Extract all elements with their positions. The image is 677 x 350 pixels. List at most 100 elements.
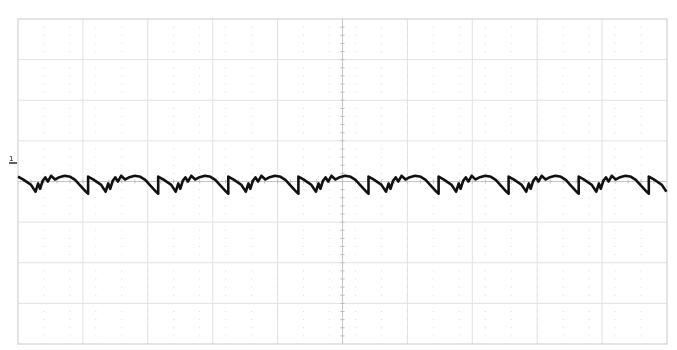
grid-dot xyxy=(510,294,512,296)
grid-dot xyxy=(173,91,175,93)
grid-dot xyxy=(43,42,45,44)
grid-dot xyxy=(95,278,97,280)
grid-dot xyxy=(95,116,97,117)
grid-dot xyxy=(432,156,434,158)
grid-dot xyxy=(147,327,149,329)
grid-dot xyxy=(588,83,590,85)
grid-dot xyxy=(484,34,486,36)
grid-dot xyxy=(121,42,123,44)
grid-dot xyxy=(484,319,486,321)
grid-dot xyxy=(251,229,253,231)
grid-dot xyxy=(355,205,356,207)
grid-dot xyxy=(562,229,564,231)
grid-dot xyxy=(510,246,512,247)
grid-dot xyxy=(277,172,279,174)
grid-dot xyxy=(121,124,123,126)
grid-dot xyxy=(640,197,642,199)
grid-dot xyxy=(510,148,512,150)
grid-dot xyxy=(406,148,408,150)
grid-dot xyxy=(588,278,590,280)
grid-dot xyxy=(121,197,123,199)
grid-dot xyxy=(199,83,201,85)
grid-dot xyxy=(43,83,45,85)
grid-dot xyxy=(588,311,590,312)
grid-dot xyxy=(147,91,149,93)
grid-dot xyxy=(329,270,330,272)
grid-dot xyxy=(329,83,330,85)
grid-dot xyxy=(225,42,227,44)
grid-dot xyxy=(614,164,616,166)
grid-dot xyxy=(484,26,486,28)
grid-dot xyxy=(588,124,590,126)
grid-dot xyxy=(510,319,512,321)
grid-dot xyxy=(303,270,305,272)
grid-dot xyxy=(536,246,538,247)
grid-dot xyxy=(43,156,45,158)
grid-dot xyxy=(562,83,564,85)
grid-dot xyxy=(121,286,123,288)
grid-dot xyxy=(277,148,279,150)
grid-dot xyxy=(380,132,382,134)
grid-dot xyxy=(147,132,149,134)
grid-dot xyxy=(562,34,564,36)
grid-dot xyxy=(510,197,512,199)
grid-dot xyxy=(355,189,356,191)
grid-dot xyxy=(406,213,408,215)
grid-dot xyxy=(458,205,460,207)
grid-dot xyxy=(303,67,305,69)
grid-dot xyxy=(277,42,279,44)
grid-dot xyxy=(69,205,71,207)
grid-dot xyxy=(355,278,356,280)
grid-dot xyxy=(147,278,149,280)
grid-dot xyxy=(406,107,408,109)
grid-dot xyxy=(406,311,408,312)
grid-dot xyxy=(406,164,408,166)
grid-dot xyxy=(43,270,45,272)
grid-dot xyxy=(614,246,616,247)
grid-dot xyxy=(614,278,616,280)
grid-dot xyxy=(69,197,71,199)
grid-dot xyxy=(432,172,434,174)
grid-dot xyxy=(303,254,305,256)
grid-dot xyxy=(640,51,642,52)
grid-dot xyxy=(484,156,486,158)
grid-dot xyxy=(147,51,149,52)
grid-dot xyxy=(43,34,45,36)
grid-dot xyxy=(121,51,123,52)
grid-dot xyxy=(458,311,460,312)
grid-dot xyxy=(406,75,408,77)
grid-dot xyxy=(95,91,97,93)
grid-dot xyxy=(43,132,45,134)
grid-dot xyxy=(43,237,45,239)
grid-dot xyxy=(588,189,590,191)
grid-dot xyxy=(303,51,305,52)
grid-dot xyxy=(121,205,123,207)
grid-dot xyxy=(380,311,382,312)
grid-dot xyxy=(69,246,71,247)
grid-dot xyxy=(614,335,616,337)
grid-dot xyxy=(277,156,279,158)
grid-dot xyxy=(432,75,434,77)
grid-dot xyxy=(510,42,512,44)
grid-dot xyxy=(329,189,330,191)
grid-dot xyxy=(562,311,564,312)
grid-dot xyxy=(380,229,382,231)
grid-dot xyxy=(121,132,123,134)
grid-dot xyxy=(303,237,305,239)
grid-dot xyxy=(588,164,590,166)
grid-dot xyxy=(588,132,590,134)
grid-dot xyxy=(147,286,149,288)
grid-dot xyxy=(173,335,175,337)
grid-dot xyxy=(173,26,175,28)
grid-dot xyxy=(95,148,97,150)
grid-dot xyxy=(303,189,305,191)
grid-dot xyxy=(432,311,434,312)
grid-dot xyxy=(588,51,590,52)
grid-dot xyxy=(173,270,175,272)
grid-dot xyxy=(406,278,408,280)
grid-dot xyxy=(121,246,123,247)
grid-dot xyxy=(380,319,382,321)
grid-dot xyxy=(562,91,564,93)
grid-dot xyxy=(458,270,460,272)
grid-dot xyxy=(484,286,486,288)
